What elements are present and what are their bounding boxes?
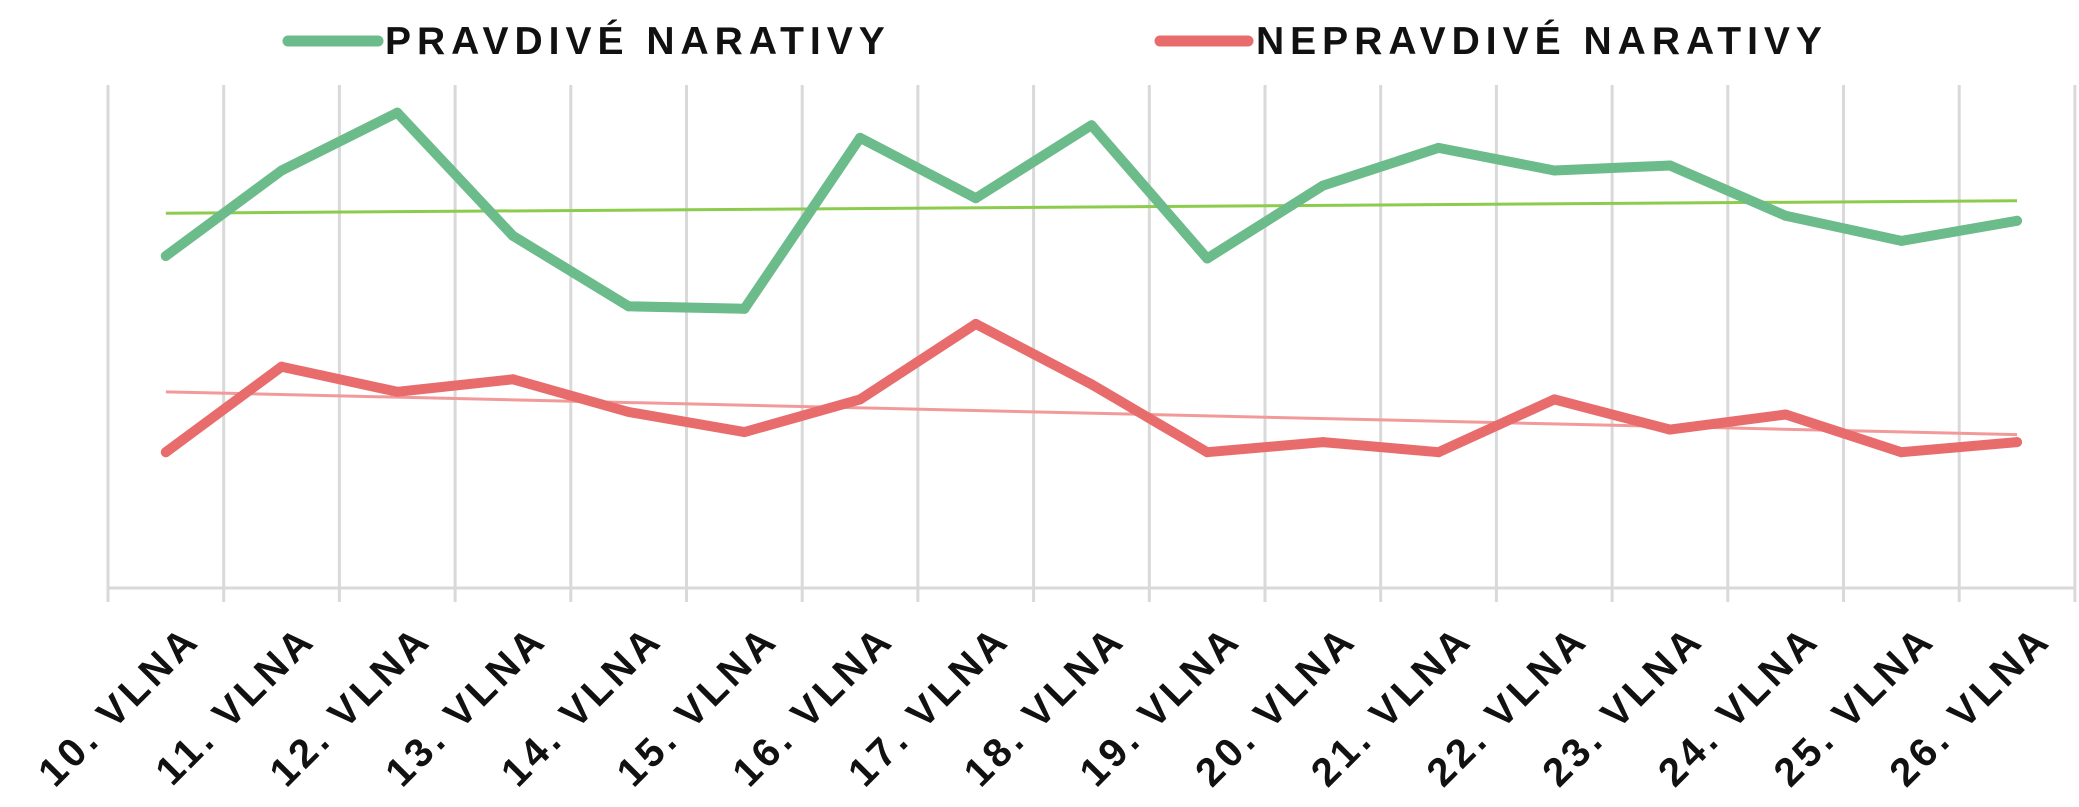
legend-label-pravdive: PRAVDIVÉ NARATIVY (385, 19, 891, 63)
data-point-pravdive (855, 132, 866, 143)
trendlines (165, 199, 2018, 437)
data-point-nepravdive (276, 361, 287, 372)
data-point-nepravdive (1086, 379, 1097, 390)
legend: PRAVDIVÉ NARATIVY NEPRAVDIVÉ NARATIVY (282, 19, 1828, 63)
data-point-pravdive (160, 251, 171, 262)
data-point-pravdive (1202, 253, 1213, 264)
data-point-pravdive (623, 301, 634, 312)
data-point-nepravdive (1549, 394, 1560, 405)
data-point-nepravdive (1433, 447, 1444, 458)
data-point-pravdive (1896, 235, 1907, 246)
data-point-nepravdive (1664, 424, 1675, 435)
data-point-pravdive (1317, 180, 1328, 191)
data-point-nepravdive (160, 447, 171, 458)
data-point-nepravdive (1780, 409, 1791, 420)
data-point-pravdive (1086, 120, 1097, 131)
data-point-pravdive (2012, 215, 2023, 226)
trendline-nepravdive (165, 390, 2018, 437)
data-point-pravdive (1549, 165, 1560, 176)
data-point-pravdive (1433, 142, 1444, 153)
trendline-pravdive (165, 199, 2018, 215)
data-point-nepravdive (392, 386, 403, 397)
series-lines (160, 107, 2023, 458)
data-point-nepravdive (739, 427, 750, 438)
data-point-nepravdive (855, 394, 866, 405)
data-point-nepravdive (2012, 437, 2023, 448)
data-point-pravdive (1780, 210, 1791, 221)
data-point-pravdive (276, 165, 287, 176)
legend-label-nepravdive: NEPRAVDIVÉ NARATIVY (1256, 19, 1828, 63)
gridlines (106, 85, 2077, 602)
data-point-nepravdive (1896, 447, 1907, 458)
data-point-nepravdive (623, 406, 634, 417)
data-point-pravdive (507, 230, 518, 241)
data-point-pravdive (392, 107, 403, 118)
data-point-nepravdive (507, 374, 518, 385)
data-point-nepravdive (1317, 437, 1328, 448)
data-point-pravdive (739, 303, 750, 314)
data-point-pravdive (970, 193, 981, 204)
data-point-nepravdive (970, 318, 981, 329)
data-point-nepravdive (1202, 447, 1213, 458)
data-point-pravdive (1664, 160, 1675, 171)
